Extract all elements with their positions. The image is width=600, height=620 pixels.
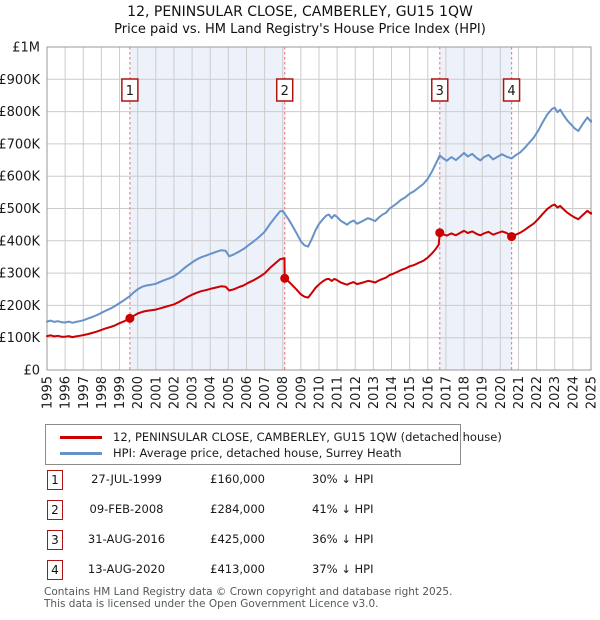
chart-legend: 12, PENINSULAR CLOSE, CAMBERLEY, GU15 1Q… [45, 424, 502, 465]
sale-number-badge: 1 [47, 470, 63, 490]
sale-price: £413,000 [210, 562, 265, 576]
sale-vs-hpi: 37% ↓ HPI [312, 562, 374, 576]
x-axis-tick-label: 2006 [240, 376, 255, 409]
x-axis-tick-label: 2021 [512, 376, 527, 409]
y-axis-tick-label: £700K [0, 137, 40, 152]
page-title: 12, PENINSULAR CLOSE, CAMBERLEY, GU15 1Q… [127, 4, 473, 20]
property-price-series [46, 203, 592, 339]
sale-number-badge-label: 3 [436, 84, 444, 99]
sale-number-badge-label: 1 [126, 84, 134, 99]
y-axis-tick-label: £0 [23, 364, 40, 379]
legend-item: 12, PENINSULAR CLOSE, CAMBERLEY, GU15 1Q… [46, 429, 502, 445]
property-line-swatch [60, 435, 102, 439]
legend-label: 12, PENINSULAR CLOSE, CAMBERLEY, GU15 1Q… [113, 430, 502, 444]
table-row: 1 27-JUL-1999 £160,000 30% ↓ HPI [45, 466, 565, 496]
y-axis-tick-label: £900K [0, 73, 40, 88]
y-axis-tick-label: £500K [0, 202, 40, 217]
y-axis-tick-label: £200K [0, 299, 40, 314]
sale-vs-hpi: 41% ↓ HPI [312, 502, 374, 516]
y-axis-tick-label: £1M [12, 41, 40, 56]
y-axis-tick-label: £100K [0, 331, 40, 346]
x-axis-tick-label: 2004 [204, 376, 219, 409]
sale-point-marker [280, 273, 290, 283]
sale-point-marker [125, 313, 135, 323]
sale-price: £284,000 [210, 502, 265, 516]
y-axis-tick-label: £400K [0, 234, 40, 249]
hpi-line-series [46, 106, 592, 324]
x-axis-tick-label: 2025 [585, 376, 600, 409]
sale-number-badge [502, 78, 521, 102]
page-subtitle: Price paid vs. HM Land Registry's House … [114, 22, 486, 37]
x-axis-tick-label: 2002 [167, 376, 182, 409]
sale-number-badge [431, 78, 449, 102]
sale-vs-hpi: 30% ↓ HPI [312, 472, 374, 486]
price-history-chart: 1 2 3 4 £0 £100K £200K £300K £400K £500K £600K £700… [0, 41, 600, 410]
x-axis-tick-label: 2023 [548, 376, 563, 409]
x-axis-tick-label: 2024 [566, 376, 581, 409]
sale-price: £425,000 [210, 532, 265, 546]
legend-label: HPI: Average price, detached house, Surr… [113, 446, 402, 460]
sale-number-badge: 3 [47, 530, 63, 550]
x-axis-tick-label: 2022 [530, 376, 545, 409]
y-axis-tick-label: £800K [0, 105, 40, 120]
sale-date: 31-AUG-2016 [87, 532, 166, 546]
footer: Contains HM Land Registry data © Crown c… [44, 586, 584, 610]
footer-line-1: Contains HM Land Registry data © Crown c… [44, 586, 453, 598]
sale-date: 27-JUL-1999 [91, 472, 162, 486]
y-axis-tick-label: £300K [0, 267, 40, 282]
x-axis-tick-label: 1995 [41, 376, 56, 409]
sale-price: £160,000 [210, 472, 265, 486]
sale-number-badge: 2 [47, 500, 63, 520]
hpi-line-swatch [60, 451, 102, 455]
y-axis-tick-label: £600K [0, 170, 40, 185]
plot-border [46, 46, 592, 371]
table-row: 4 13-AUG-2020 £413,000 37% ↓ HPI [45, 556, 565, 586]
table-row: 3 31-AUG-2016 £425,000 36% ↓ HPI [45, 526, 565, 556]
sale-point-marker [507, 232, 517, 242]
x-axis-tick-label: 2011 [331, 376, 346, 409]
x-axis-tick-label: 2017 [439, 376, 454, 409]
x-axis-tick-label: 2008 [276, 376, 291, 409]
x-axis-tick-label: 2000 [131, 376, 146, 409]
x-axis-tick-label: 2007 [258, 376, 273, 409]
sale-point-marker [435, 228, 445, 238]
sale-number-badge-label: 2 [281, 84, 289, 99]
sale-number-badge: 4 [47, 560, 63, 580]
sale-date: 13-AUG-2020 [87, 562, 166, 576]
sale-date: 09-FEB-2008 [89, 502, 164, 516]
x-axis-tick-label: 2015 [403, 376, 418, 409]
legend-item: HPI: Average price, detached house, Surr… [46, 445, 460, 461]
sales-table: 1 27-JUL-1999 £160,000 30% ↓ HPI 2 09-FEB-200… [45, 466, 565, 586]
sale-number-badge-label: 4 [507, 84, 515, 99]
sale-number-badge [121, 78, 139, 102]
x-axis-tick-label: 2010 [313, 376, 328, 409]
footer-line-2: This data is licensed under the Open Gov… [44, 598, 379, 610]
x-axis-tick-label: 1999 [113, 376, 128, 409]
x-axis-tick-label: 1997 [77, 376, 92, 409]
x-axis-tick-label: 1996 [59, 376, 74, 409]
x-axis-tick-label: 1998 [95, 376, 110, 409]
x-axis-tick-label: 2014 [385, 376, 400, 409]
x-axis-tick-label: 2018 [458, 376, 473, 409]
x-axis-tick-label: 2003 [186, 376, 201, 409]
x-axis-tick-label: 2012 [349, 376, 364, 409]
x-axis-tick-label: 2009 [294, 376, 309, 409]
x-axis-tick-label: 2020 [494, 376, 509, 409]
x-axis-tick-label: 2013 [367, 376, 382, 409]
x-axis-tick-label: 2005 [222, 376, 237, 409]
x-axis-tick-label: 2019 [476, 376, 491, 409]
x-axis-tick-label: 2016 [421, 376, 436, 409]
sale-number-badge [275, 78, 294, 102]
table-row: 2 09-FEB-2008 £284,000 41% ↓ HPI [45, 496, 565, 526]
x-axis-tick-label: 2001 [149, 376, 164, 409]
sale-vs-hpi: 36% ↓ HPI [312, 532, 374, 546]
